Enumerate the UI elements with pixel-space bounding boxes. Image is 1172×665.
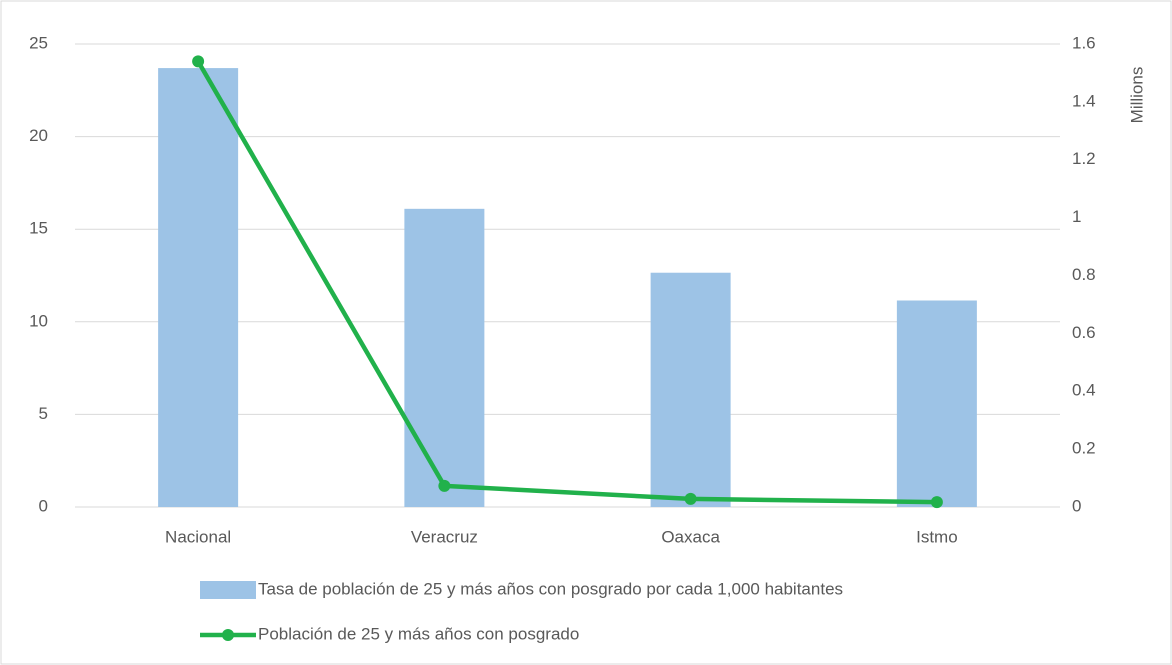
y2-axis-label: Millions: [1127, 67, 1146, 124]
line-point: [684, 492, 697, 505]
x-tick-label: Nacional: [165, 527, 231, 546]
y-tick-label: 25: [29, 33, 48, 52]
legend-swatch: [200, 581, 256, 599]
y2-tick-label: 1.6: [1072, 33, 1096, 52]
x-tick-label: Veracruz: [411, 527, 478, 546]
y2-tick-label: 1.2: [1072, 149, 1096, 168]
x-tick-label: Istmo: [916, 527, 958, 546]
y2-tick-label: 1.4: [1072, 91, 1096, 110]
y-tick-label: 15: [29, 219, 48, 238]
bar: [650, 272, 731, 507]
y2-tick-label: 0: [1072, 496, 1081, 515]
y2-tick-label: 0.6: [1072, 323, 1096, 342]
line-point: [438, 479, 451, 492]
y2-tick-label: 0.4: [1072, 381, 1096, 400]
x-tick-label: Oaxaca: [661, 527, 720, 546]
bar: [158, 68, 239, 508]
y2-tick-label: 0.2: [1072, 439, 1096, 458]
line: [196, 60, 937, 505]
legend-label: Población de 25 y más años con posgrado: [258, 624, 579, 643]
y-tick-label: 5: [39, 404, 48, 423]
legend-label: Tasa de población de 25 y más años con p…: [258, 579, 843, 598]
y-tick-label: 0: [39, 496, 48, 515]
legend-swatch-point: [222, 629, 234, 641]
line-point: [192, 55, 205, 68]
bar: [404, 208, 485, 507]
bar: [896, 300, 977, 507]
y-tick-label: 10: [29, 311, 48, 330]
line-point: [930, 496, 943, 509]
y2-tick-label: 1: [1072, 207, 1081, 226]
y-tick-label: 20: [29, 126, 48, 145]
y2-tick-label: 0.8: [1072, 265, 1096, 284]
